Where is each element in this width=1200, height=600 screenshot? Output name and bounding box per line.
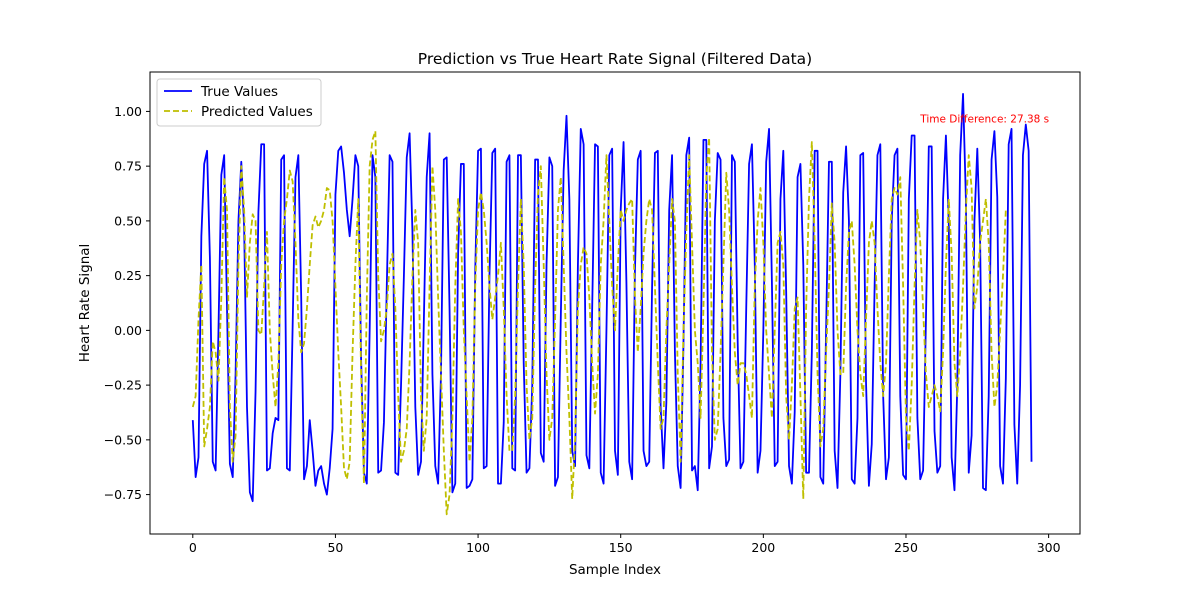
plot-area [191, 93, 1033, 516]
y-tick-label: 0.75 [114, 159, 142, 174]
plot-frame [149, 71, 1081, 535]
x-axis: 0 50 100 150 200 250 300 [189, 534, 1061, 555]
y-tick-label: 0.25 [114, 268, 142, 283]
y-tick-label: −0.75 [104, 487, 142, 502]
legend-box [156, 78, 322, 127]
y-tick-label: −0.50 [104, 432, 142, 447]
legend-label-predicted-values: Predicted Values [201, 104, 313, 120]
x-tick-label: 100 [466, 540, 490, 555]
y-tick-label: 0.00 [114, 323, 142, 338]
x-tick-label: 250 [894, 540, 918, 555]
y-axis: −0.75 −0.50 −0.25 0.00 0.25 0.50 0.75 1.00 [104, 104, 150, 502]
chart-title: Prediction vs True Heart Rate Signal (Fi… [418, 50, 812, 68]
x-tick-label: 0 [189, 540, 197, 555]
y-tick-label: 1.00 [114, 104, 142, 119]
predicted-values-line [191, 130, 1007, 516]
y-tick-label: 0.50 [114, 213, 142, 228]
x-tick-label: 200 [751, 540, 775, 555]
x-tick-label: 50 [327, 540, 343, 555]
time-difference-annotation: Time Difference: 27.38 s [919, 113, 1049, 125]
x-tick-label: 150 [609, 540, 633, 555]
y-axis-label: Heart Rate Signal [77, 244, 93, 363]
legend-label-true-values: True Values [200, 84, 278, 100]
x-tick-label: 300 [1037, 540, 1061, 555]
x-axis-label: Sample Index [569, 562, 661, 578]
legend: True Values Predicted Values [156, 78, 322, 127]
true-values-line [191, 93, 1033, 503]
y-tick-label: −0.25 [104, 378, 142, 393]
